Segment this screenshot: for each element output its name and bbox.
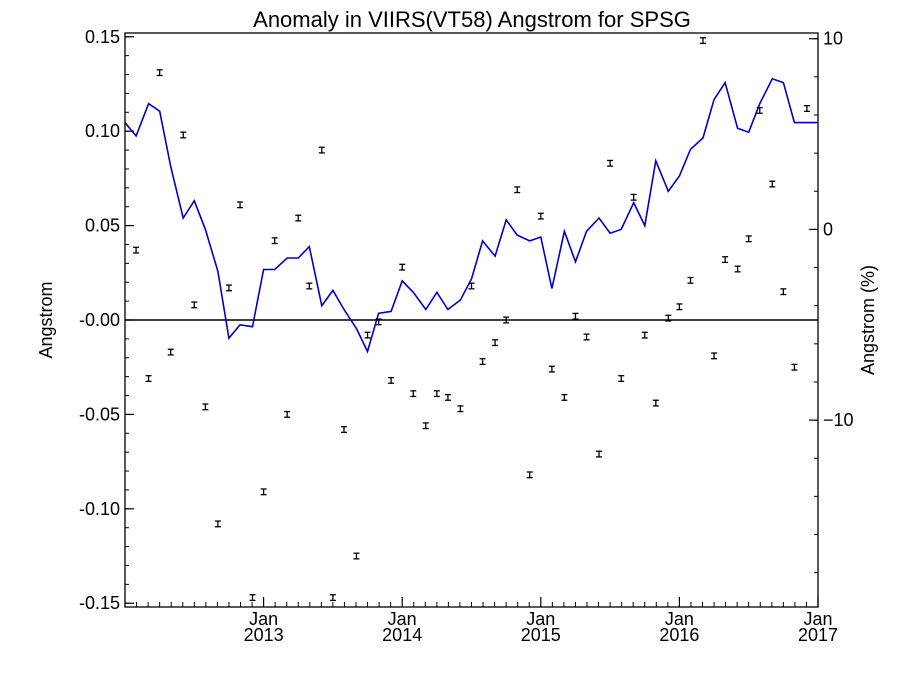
data-point bbox=[133, 246, 140, 254]
data-point bbox=[364, 331, 371, 339]
data-point bbox=[630, 193, 637, 201]
data-point bbox=[191, 301, 198, 309]
data-point bbox=[353, 552, 360, 560]
data-point bbox=[422, 422, 429, 430]
data-point bbox=[641, 331, 648, 339]
x-tick-year-label: 2014 bbox=[382, 625, 422, 645]
data-point bbox=[433, 390, 440, 398]
data-point bbox=[457, 405, 464, 413]
data-point bbox=[180, 131, 187, 139]
data-point bbox=[479, 358, 486, 366]
data-point bbox=[652, 399, 659, 407]
percent-line-series bbox=[124, 77, 818, 354]
data-point bbox=[399, 263, 406, 271]
data-point bbox=[514, 186, 521, 194]
data-point bbox=[572, 312, 579, 320]
data-point bbox=[284, 410, 291, 418]
y-tick-label: -0.10 bbox=[79, 499, 120, 519]
data-point bbox=[468, 282, 475, 290]
data-point bbox=[260, 488, 267, 496]
data-point bbox=[607, 159, 614, 167]
data-point bbox=[756, 106, 763, 114]
data-point bbox=[167, 348, 174, 356]
data-point bbox=[145, 375, 152, 383]
data-point bbox=[295, 214, 302, 222]
data-point bbox=[249, 594, 256, 602]
y2-axis-title: Angstrom (%) bbox=[858, 265, 878, 375]
data-point bbox=[444, 393, 451, 401]
x-tick-year-label: 2017 bbox=[798, 625, 838, 645]
y2-tick-label: 0 bbox=[823, 219, 833, 239]
data-point bbox=[537, 212, 544, 220]
data-point bbox=[583, 333, 590, 341]
data-point bbox=[375, 318, 382, 326]
data-point bbox=[388, 376, 395, 384]
y-tick-label: 0.05 bbox=[85, 216, 120, 236]
data-point bbox=[791, 363, 798, 371]
data-point bbox=[711, 352, 718, 360]
plot-frame bbox=[124, 32, 819, 608]
x-tick-month-label: Jan bbox=[526, 609, 555, 629]
data-point bbox=[306, 282, 313, 290]
data-point bbox=[340, 426, 347, 433]
x-tick-month-label: Jan bbox=[665, 609, 694, 629]
x-tick-year-label: 2016 bbox=[659, 625, 699, 645]
data-point bbox=[318, 146, 325, 154]
data-point bbox=[492, 339, 499, 347]
y2-tick-label: −10 bbox=[823, 410, 854, 430]
data-point bbox=[699, 37, 706, 45]
data-point bbox=[734, 265, 741, 273]
data-point bbox=[329, 594, 336, 602]
data-point bbox=[202, 403, 209, 411]
data-point bbox=[665, 314, 672, 322]
data-point bbox=[676, 303, 683, 311]
data-point bbox=[618, 375, 625, 383]
x-tick-month-label: Jan bbox=[803, 609, 832, 629]
data-point bbox=[156, 69, 163, 77]
plot-area: 0.15 0.10 0.05 -0.00 -0.05 -0.10 -0.15 10 0 −10 Ja… bbox=[79, 27, 854, 645]
data-point bbox=[237, 201, 244, 209]
x-tick-month-label: Jan bbox=[249, 609, 278, 629]
data-point bbox=[548, 365, 555, 373]
y-tick-label: -0.00 bbox=[79, 310, 120, 330]
x-tick-year-label: 2013 bbox=[244, 625, 284, 645]
chart-title: Anomaly in VIIRS(VT58) Angstrom for SPSG bbox=[253, 7, 691, 32]
y-tick-label: 0.15 bbox=[85, 27, 120, 47]
y-tick-label: -0.15 bbox=[79, 593, 120, 613]
data-point bbox=[526, 471, 533, 479]
data-point bbox=[722, 256, 729, 264]
y-tick-label: -0.05 bbox=[79, 404, 120, 424]
data-point bbox=[561, 393, 568, 401]
data-point bbox=[596, 450, 603, 458]
data-point bbox=[271, 237, 278, 245]
y2-tick-label: 10 bbox=[823, 29, 843, 49]
data-point bbox=[214, 520, 221, 528]
data-point bbox=[780, 288, 787, 296]
data-point bbox=[410, 390, 417, 398]
data-point bbox=[225, 284, 232, 292]
data-point bbox=[503, 316, 510, 324]
y-tick-label: 0.10 bbox=[85, 121, 120, 141]
data-point bbox=[745, 235, 752, 243]
x-tick-year-label: 2015 bbox=[521, 625, 561, 645]
x-tick-month-label: Jan bbox=[388, 609, 417, 629]
data-point bbox=[803, 105, 810, 113]
y-axis-title: Angstrom bbox=[36, 281, 56, 358]
data-point bbox=[769, 180, 776, 188]
data-point bbox=[687, 276, 694, 284]
